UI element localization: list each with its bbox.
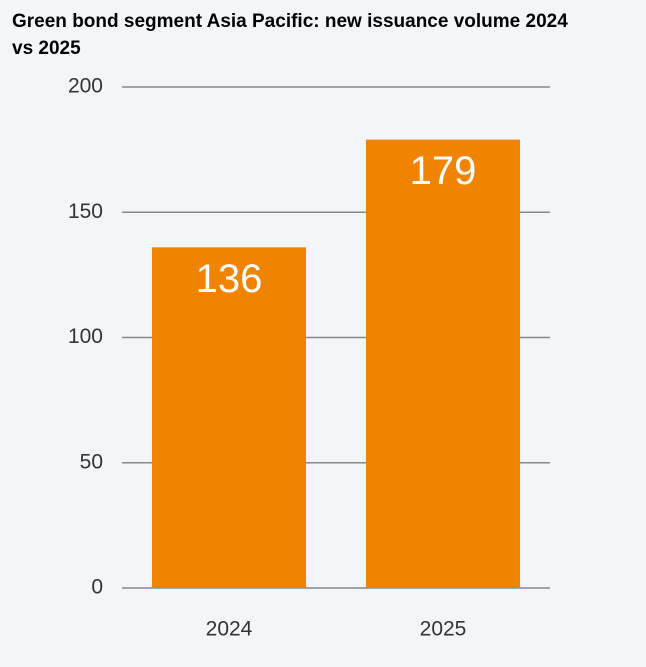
y-tick-label: 50 bbox=[80, 450, 103, 473]
bar bbox=[365, 139, 521, 589]
y-tick-label: 200 bbox=[68, 75, 103, 98]
y-tick-label: 150 bbox=[68, 200, 103, 223]
bar bbox=[151, 247, 307, 588]
chart-title: Green bond segment Asia Pacific: new iss… bbox=[12, 11, 568, 59]
value-label: 179 bbox=[410, 149, 477, 193]
y-tick-label: 100 bbox=[68, 325, 103, 348]
value-label: 136 bbox=[196, 257, 263, 301]
x-tick-label: 2025 bbox=[420, 618, 467, 641]
x-tick-label: 2024 bbox=[206, 618, 253, 641]
y-tick-label: 0 bbox=[91, 576, 103, 599]
